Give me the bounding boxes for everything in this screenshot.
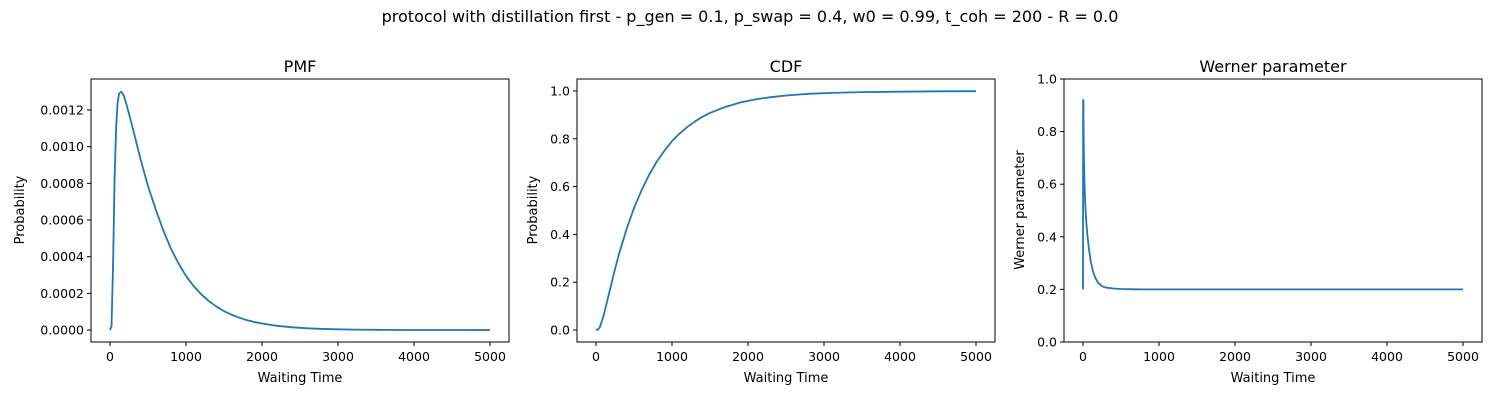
werner-y-tick-label: 0.6 — [1037, 177, 1057, 192]
cdf-x-tick-label: 1000 — [656, 349, 688, 364]
pmf-y-tick-label: 0.0004 — [40, 249, 84, 264]
werner-y-tick-label: 0.8 — [1037, 124, 1057, 139]
werner-x-tick-label: 1000 — [1143, 349, 1175, 364]
figure-suptitle: protocol with distillation first - p_gen… — [382, 7, 1119, 27]
cdf-y-ticks: 0.0 0.2 0.4 0.6 0.8 1.0 — [550, 83, 577, 338]
cdf-y-tick-label: 0.8 — [550, 131, 570, 146]
pmf-panel: PMF 0 1000 2000 3000 4000 5000 0.00000.00020.… — [13, 57, 510, 386]
pmf-series-line — [109, 90, 491, 331]
werner-y-label: Werner parameter — [1013, 150, 1028, 270]
cdf-x-tick-label: 5000 — [960, 349, 992, 364]
cdf-title: CDF — [770, 57, 803, 76]
werner-y-tick-label: 0.2 — [1037, 282, 1057, 297]
pmf-y-tick-label: 0.0006 — [40, 213, 84, 228]
cdf-y-tick-label: 0.2 — [550, 275, 570, 290]
pmf-x-tick-label: 5000 — [474, 349, 506, 364]
werner-x-tick-label: 5000 — [1447, 349, 1479, 364]
cdf-panel: CDF 0 1000 2000 3000 4000 5000 0.00.20.40.60.… — [526, 57, 996, 386]
pmf-x-label: Waiting Time — [258, 371, 343, 386]
pmf-axes-frame — [90, 78, 510, 343]
werner-x-ticks: 0 1000 2000 3000 4000 5000 — [1079, 342, 1479, 364]
werner-y-tick-label: 0.0 — [1037, 335, 1057, 350]
cdf-y-tick-label: 0.0 — [550, 323, 570, 338]
pmf-title: PMF — [284, 57, 317, 76]
werner-title: Werner parameter — [1199, 57, 1347, 76]
cdf-x-tick-label: 2000 — [732, 349, 764, 364]
pmf-x-tick-label: 1000 — [170, 349, 202, 364]
pmf-y-tick-label: 0.0008 — [40, 176, 84, 191]
pmf-y-tick-label: 0.0012 — [40, 103, 84, 118]
cdf-axes-frame — [576, 78, 996, 343]
cdf-x-tick-label: 4000 — [884, 349, 916, 364]
pmf-y-tick-label: 0.0010 — [40, 139, 84, 154]
cdf-y-tick-label: 0.4 — [550, 227, 570, 242]
pmf-x-tick-label: 3000 — [322, 349, 354, 364]
pmf-x-tick-label: 4000 — [398, 349, 430, 364]
werner-y-tick-label: 0.4 — [1037, 229, 1057, 244]
werner-y-ticks: 0.0 0.2 0.4 0.6 0.8 1.0 — [1037, 72, 1064, 350]
pmf-y-tick-label: 0.0000 — [40, 323, 84, 338]
pmf-y-label: Probability — [13, 175, 28, 244]
pmf-x-tick-label: 0 — [106, 349, 114, 364]
werner-series-line — [1082, 99, 1463, 291]
cdf-y-label: Probability — [526, 175, 541, 244]
cdf-x-tick-label: 0 — [592, 349, 600, 364]
cdf-series-line — [595, 90, 977, 331]
cdf-x-ticks: 0 1000 2000 3000 4000 5000 — [592, 342, 992, 364]
cdf-y-tick-label: 0.6 — [550, 179, 570, 194]
pmf-x-tick-label: 2000 — [246, 349, 278, 364]
werner-y-tick-label: 1.0 — [1037, 72, 1057, 87]
cdf-x-label: Waiting Time — [744, 371, 829, 386]
werner-x-label: Waiting Time — [1231, 371, 1316, 386]
werner-x-tick-label: 0 — [1079, 349, 1087, 364]
pmf-x-ticks: 0 1000 2000 3000 4000 5000 — [106, 342, 506, 364]
pmf-y-tick-label: 0.0002 — [40, 286, 84, 301]
werner-x-tick-label: 4000 — [1371, 349, 1403, 364]
werner-x-tick-label: 3000 — [1295, 349, 1327, 364]
pmf-y-ticks: 0.0000 0.0002 0.0004 0.0006 0.0008 0.0010 0.00… — [40, 103, 91, 338]
cdf-y-tick-label: 1.0 — [550, 83, 570, 98]
werner-axes-frame — [1063, 78, 1483, 343]
werner-panel: Werner parameter 0 1000 2000 3000 4000 5000 0… — [1013, 57, 1483, 386]
cdf-x-tick-label: 3000 — [808, 349, 840, 364]
werner-x-tick-label: 2000 — [1219, 349, 1251, 364]
